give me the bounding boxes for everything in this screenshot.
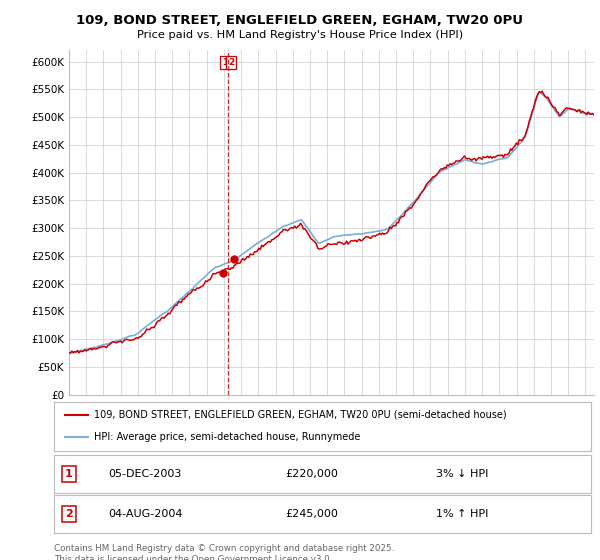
- Text: 2: 2: [228, 58, 235, 67]
- Text: 3% ↓ HPI: 3% ↓ HPI: [436, 469, 488, 479]
- Text: 1% ↑ HPI: 1% ↑ HPI: [436, 509, 488, 519]
- Text: 2: 2: [65, 509, 73, 519]
- Text: HPI: Average price, semi-detached house, Runnymede: HPI: Average price, semi-detached house,…: [94, 432, 361, 442]
- Text: 1: 1: [65, 469, 73, 479]
- Text: 109, BOND STREET, ENGLEFIELD GREEN, EGHAM, TW20 0PU (semi-detached house): 109, BOND STREET, ENGLEFIELD GREEN, EGHA…: [94, 410, 507, 420]
- Text: 05-DEC-2003: 05-DEC-2003: [109, 469, 182, 479]
- Text: 109, BOND STREET, ENGLEFIELD GREEN, EGHAM, TW20 0PU: 109, BOND STREET, ENGLEFIELD GREEN, EGHA…: [77, 14, 523, 27]
- Text: Price paid vs. HM Land Registry's House Price Index (HPI): Price paid vs. HM Land Registry's House …: [137, 30, 463, 40]
- Text: 1: 1: [222, 58, 228, 67]
- Text: £245,000: £245,000: [286, 509, 338, 519]
- Text: £220,000: £220,000: [286, 469, 338, 479]
- Text: 04-AUG-2004: 04-AUG-2004: [108, 509, 182, 519]
- Text: Contains HM Land Registry data © Crown copyright and database right 2025.
This d: Contains HM Land Registry data © Crown c…: [54, 544, 394, 560]
